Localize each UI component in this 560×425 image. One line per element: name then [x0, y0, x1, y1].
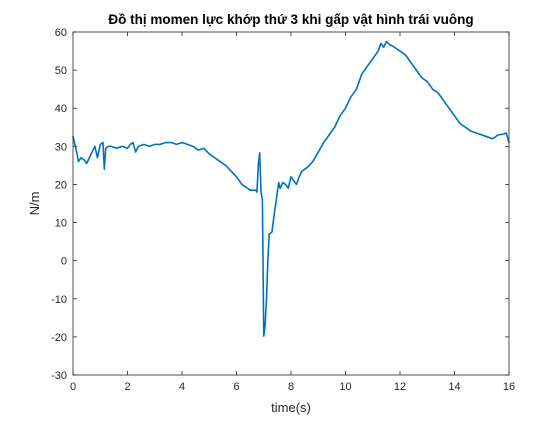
ticks-layer: 0 2 4 6 8 10 12 14 16 -30 -20 -10 0 10 20 30 40 50 60: [51, 27, 515, 393]
x-tick-label: 16: [503, 381, 515, 393]
y-tick-label: -20: [51, 332, 67, 344]
y-axis-label: N/m: [27, 192, 42, 216]
y-tick-label: 0: [61, 256, 67, 268]
x-tick-label: 4: [179, 381, 185, 393]
chart-title: Đồ thị momen lực khớp thứ 3 khi gấp vật …: [108, 12, 473, 27]
x-tick-label: 8: [288, 381, 294, 393]
x-tick-label: 10: [339, 381, 351, 393]
x-tick-label: 2: [124, 381, 130, 393]
plot-area: 0 2 4 6 8 10 12 14 16 -30 -20 -10 0 10 20 30 40 50 60: [51, 27, 515, 393]
y-tick-label: 10: [55, 218, 67, 230]
series-line-0: [72, 40, 510, 337]
y-tick-label: 60: [55, 27, 67, 39]
y-tick-label: 40: [55, 103, 67, 115]
y-tick-label: 30: [55, 141, 67, 153]
x-axis-label: time(s): [271, 400, 311, 415]
x-tick-label: 0: [70, 381, 76, 393]
y-tick-label: 50: [55, 65, 67, 77]
plot-background: [73, 32, 509, 375]
series-layer: [72, 40, 510, 337]
y-tick-label: -30: [51, 370, 67, 382]
y-tick-label: -10: [51, 294, 67, 306]
x-tick-label: 12: [394, 381, 406, 393]
x-tick-label: 6: [233, 381, 239, 393]
x-tick-label: 14: [448, 381, 460, 393]
y-tick-label: 20: [55, 179, 67, 191]
